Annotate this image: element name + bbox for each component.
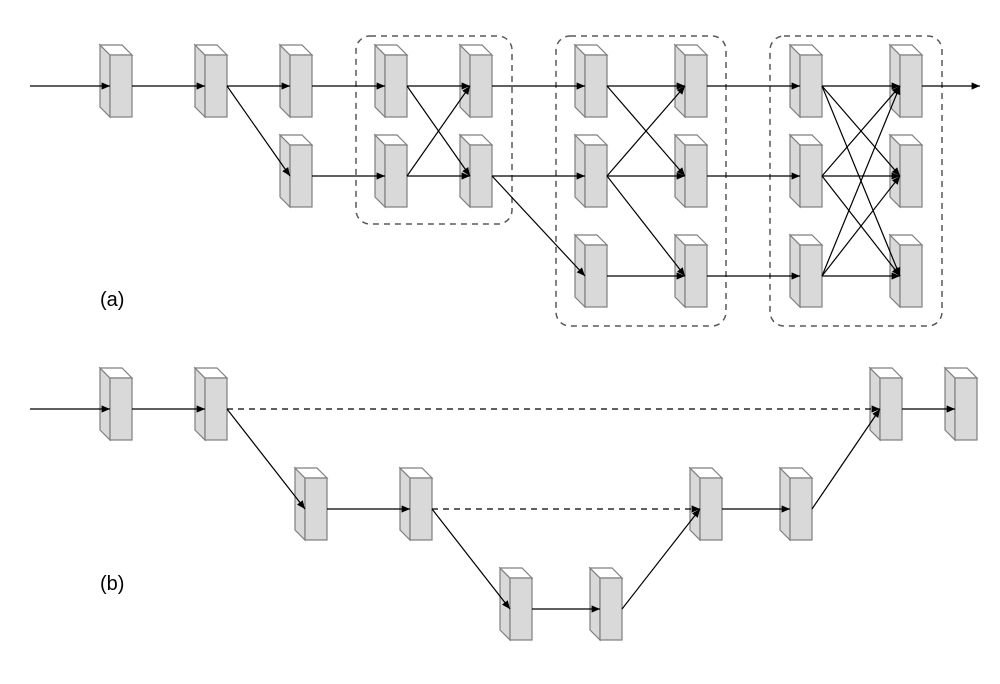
label-a: (a) [100, 289, 124, 311]
layer-block-a20 [890, 235, 922, 307]
layer-block-a5 [375, 45, 407, 117]
layer-block-a16 [790, 135, 822, 207]
layer-block-a14 [675, 235, 707, 307]
layer-block-a15 [790, 45, 822, 117]
group-boxes-a [356, 36, 942, 326]
labels: (a) (b) [100, 289, 124, 595]
layer-block-a18 [890, 45, 922, 117]
layer-block-a9 [575, 45, 607, 117]
layer-block-a7 [460, 45, 492, 117]
layer-block-a12 [675, 45, 707, 117]
layer-block-a1 [100, 45, 132, 117]
layer-block-a10 [575, 135, 607, 207]
layer-block-b1 [100, 368, 132, 440]
edges-a [30, 86, 980, 276]
layer-block-b3 [295, 468, 327, 540]
layer-block-a8 [460, 135, 492, 207]
layer-block-a6 [375, 135, 407, 207]
layer-block-a3 [280, 45, 312, 117]
label-b: (b) [100, 573, 124, 595]
layer-block-a17 [790, 235, 822, 307]
layer-block-a2 [195, 45, 227, 117]
layer-block-b6 [590, 568, 622, 640]
layer-block-a4 [280, 135, 312, 207]
layer-block-b2 [195, 368, 227, 440]
layer-block-b9 [870, 368, 902, 440]
layer-block-a19 [890, 135, 922, 207]
architecture-diagram: (a) (b) [0, 0, 1000, 684]
layer-block-b10 [945, 368, 977, 440]
layer-block-b5 [500, 568, 532, 640]
layer-block-a13 [675, 135, 707, 207]
layer-block-b7 [690, 468, 722, 540]
layer-block-b8 [780, 468, 812, 540]
layer-block-b4 [400, 468, 432, 540]
